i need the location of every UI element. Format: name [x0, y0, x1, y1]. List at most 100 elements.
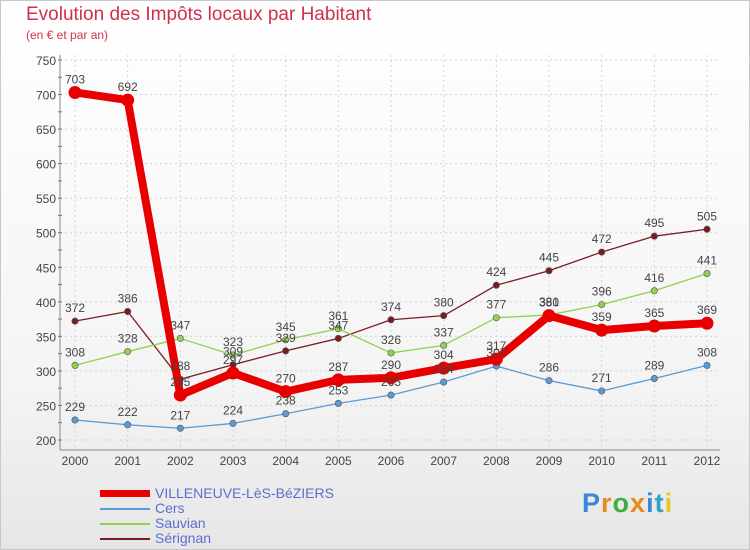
data-label-serignan: 386: [118, 291, 138, 305]
data-point-sauvian: [176, 334, 184, 342]
x-tick-label: 2012: [694, 454, 721, 468]
data-label-sauvian: 381: [539, 295, 559, 309]
data-point-sauvian: [440, 341, 448, 349]
data-label-cers: 307: [486, 346, 506, 360]
data-point-sauvian: [703, 269, 711, 277]
data-point-serignan: [282, 347, 290, 355]
data-point-cers: [440, 378, 448, 386]
x-tick-label: 2008: [483, 454, 510, 468]
logo-letter: i: [664, 488, 674, 518]
data-point-villeneuve: [68, 85, 82, 99]
data-point-villeneuve: [173, 388, 187, 402]
x-tick-label: 2009: [536, 454, 563, 468]
data-label-villeneuve: 692: [118, 80, 138, 94]
x-tick-label: 2006: [378, 454, 405, 468]
data-point-serignan: [598, 248, 606, 256]
data-label-sauvian: 441: [697, 253, 717, 267]
data-point-serignan: [387, 316, 395, 324]
data-point-villeneuve: [331, 373, 345, 387]
data-label-cers: 224: [223, 403, 243, 417]
data-label-cers: 308: [697, 345, 717, 359]
data-point-villeneuve: [542, 309, 556, 323]
data-point-cers: [545, 377, 553, 385]
data-label-cers: 271: [592, 371, 612, 385]
data-label-villeneuve: 369: [697, 303, 717, 317]
chart-title: Evolution des Impôts locaux par Habitant: [26, 4, 372, 25]
data-label-sauvian: 308: [65, 345, 85, 359]
data-label-serignan: 347: [328, 318, 348, 332]
data-label-cers: 217: [170, 408, 190, 422]
data-label-sauvian: 416: [644, 271, 664, 285]
y-tick-label: 500: [36, 227, 56, 241]
y-tick-label: 450: [36, 261, 56, 275]
x-tick-label: 2005: [325, 454, 352, 468]
data-label-villeneuve: 317: [486, 339, 506, 353]
data-point-serignan: [124, 307, 132, 315]
x-tick-label: 2001: [114, 454, 141, 468]
data-label-villeneuve: 297: [223, 353, 243, 367]
data-point-sauvian: [492, 314, 500, 322]
data-label-cers: 284: [434, 362, 454, 376]
y-tick-label: 600: [36, 158, 56, 172]
y-tick-label: 350: [36, 330, 56, 344]
data-point-villeneuve: [226, 366, 240, 380]
data-label-serignan: 288: [170, 359, 190, 373]
data-label-cers: 289: [644, 359, 664, 373]
data-label-sauvian: 345: [276, 320, 296, 334]
data-point-cers: [387, 391, 395, 399]
data-point-cers: [71, 416, 79, 424]
data-label-serignan: 505: [697, 209, 717, 223]
data-label-serignan: 374: [381, 300, 401, 314]
data-point-cers: [598, 387, 606, 395]
data-point-serignan: [545, 267, 553, 275]
y-tick-label: 650: [36, 123, 56, 137]
data-point-cers: [650, 375, 658, 383]
data-label-cers: 253: [328, 383, 348, 397]
logo-letter: o: [612, 488, 631, 518]
data-point-serignan: [703, 225, 711, 233]
data-point-sauvian: [334, 325, 342, 333]
data-label-sauvian: 326: [381, 333, 401, 347]
data-label-villeneuve: 703: [65, 72, 85, 86]
data-point-cers: [229, 419, 237, 427]
data-label-sauvian: 328: [118, 332, 138, 346]
data-point-serignan: [650, 232, 658, 240]
proxiti-logo[interactable]: Proxiti: [582, 488, 673, 519]
logo-letter: i: [646, 488, 655, 518]
legend-label-cers: Cers: [155, 500, 185, 516]
data-label-sauvian: 396: [592, 285, 612, 299]
data-label-serignan: 472: [592, 232, 612, 246]
x-tick-label: 2007: [430, 454, 457, 468]
legend-swatch-villeneuve: [100, 490, 150, 497]
data-label-sauvian: 347: [170, 318, 190, 332]
data-label-villeneuve: 287: [328, 360, 348, 374]
x-tick-label: 2004: [272, 454, 299, 468]
data-point-sauvian: [229, 351, 237, 359]
data-point-villeneuve: [647, 319, 661, 333]
y-tick-label: 700: [36, 89, 56, 103]
data-label-villeneuve: 359: [592, 310, 612, 324]
logo-letter: r: [601, 488, 613, 518]
y-tick-label: 550: [36, 192, 56, 206]
data-point-sauvian: [282, 336, 290, 344]
data-label-sauvian: 361: [328, 309, 348, 323]
legend-label-serignan: Sérignan: [155, 530, 212, 546]
legend-swatch-serignan: [100, 538, 150, 540]
data-label-cers: 229: [65, 400, 85, 414]
data-label-cers: 238: [276, 394, 296, 408]
y-tick-label: 250: [36, 399, 56, 413]
data-point-serignan: [334, 334, 342, 342]
logo-letter: t: [654, 488, 665, 518]
data-point-cers: [124, 421, 132, 429]
y-tick-label: 750: [36, 54, 56, 68]
data-label-serignan: 309: [223, 345, 243, 359]
data-point-serignan: [71, 317, 79, 325]
data-label-serignan: 495: [644, 216, 664, 230]
data-point-villeneuve: [279, 385, 293, 399]
data-label-villeneuve: 365: [644, 306, 664, 320]
data-label-sauvian: 323: [223, 335, 243, 349]
data-point-villeneuve: [489, 352, 503, 366]
x-tick-label: 2010: [588, 454, 615, 468]
data-label-cers: 265: [381, 375, 401, 389]
data-label-villeneuve: 290: [381, 358, 401, 372]
